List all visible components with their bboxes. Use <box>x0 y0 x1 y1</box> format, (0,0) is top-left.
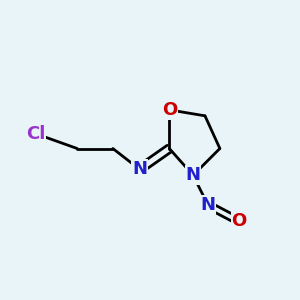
Text: N: N <box>186 166 201 184</box>
Text: O: O <box>162 101 177 119</box>
Text: Cl: Cl <box>26 125 45 143</box>
Text: N: N <box>200 196 215 214</box>
Text: O: O <box>232 212 247 230</box>
Text: N: N <box>132 160 147 178</box>
